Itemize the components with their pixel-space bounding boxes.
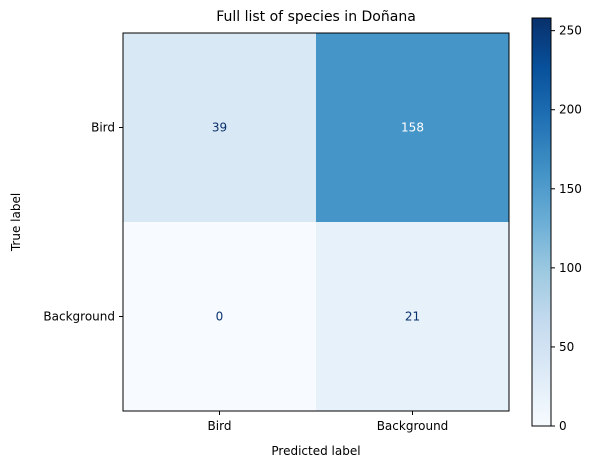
- x-tick-label: Background: [377, 419, 449, 433]
- colorbar-tick-label: 100: [559, 261, 582, 275]
- colorbar-tick-label: 50: [559, 340, 574, 354]
- x-axis-ticks: Bird Background: [208, 411, 449, 433]
- cell-value-label: 39: [212, 121, 227, 135]
- heatmap-frame: [122, 32, 510, 412]
- colorbar-tick-label: 200: [559, 103, 582, 117]
- heatmap-cell: [316, 33, 509, 222]
- colorbar-tick-label: 150: [559, 182, 582, 196]
- y-tick-label: Bird: [91, 121, 115, 135]
- heatmap-cells: [123, 33, 509, 411]
- heatmap-cell: [123, 33, 316, 222]
- x-axis-label: Predicted label: [271, 444, 360, 458]
- heatmap-cell: [316, 222, 509, 411]
- colorbar-tick-label: 250: [559, 24, 582, 38]
- y-axis-label: True label: [9, 193, 23, 252]
- chart-title: Full list of species in Doñana: [216, 9, 416, 25]
- heatmap-cell: [123, 222, 316, 411]
- cell-value-label: 0: [216, 310, 224, 324]
- colorbar-ticks: 0 50 100 150 200 250: [551, 24, 582, 433]
- x-tick-label: Bird: [208, 419, 232, 433]
- y-axis-ticks: Bird Background: [43, 121, 123, 324]
- heatmap-cell-labels: 39 158 0 21: [212, 121, 424, 324]
- colorbar: [531, 17, 552, 427]
- colorbar-tick-label: 0: [559, 419, 567, 433]
- cell-value-label: 158: [401, 121, 424, 135]
- y-tick-label: Background: [43, 310, 115, 324]
- cell-value-label: 21: [405, 310, 420, 324]
